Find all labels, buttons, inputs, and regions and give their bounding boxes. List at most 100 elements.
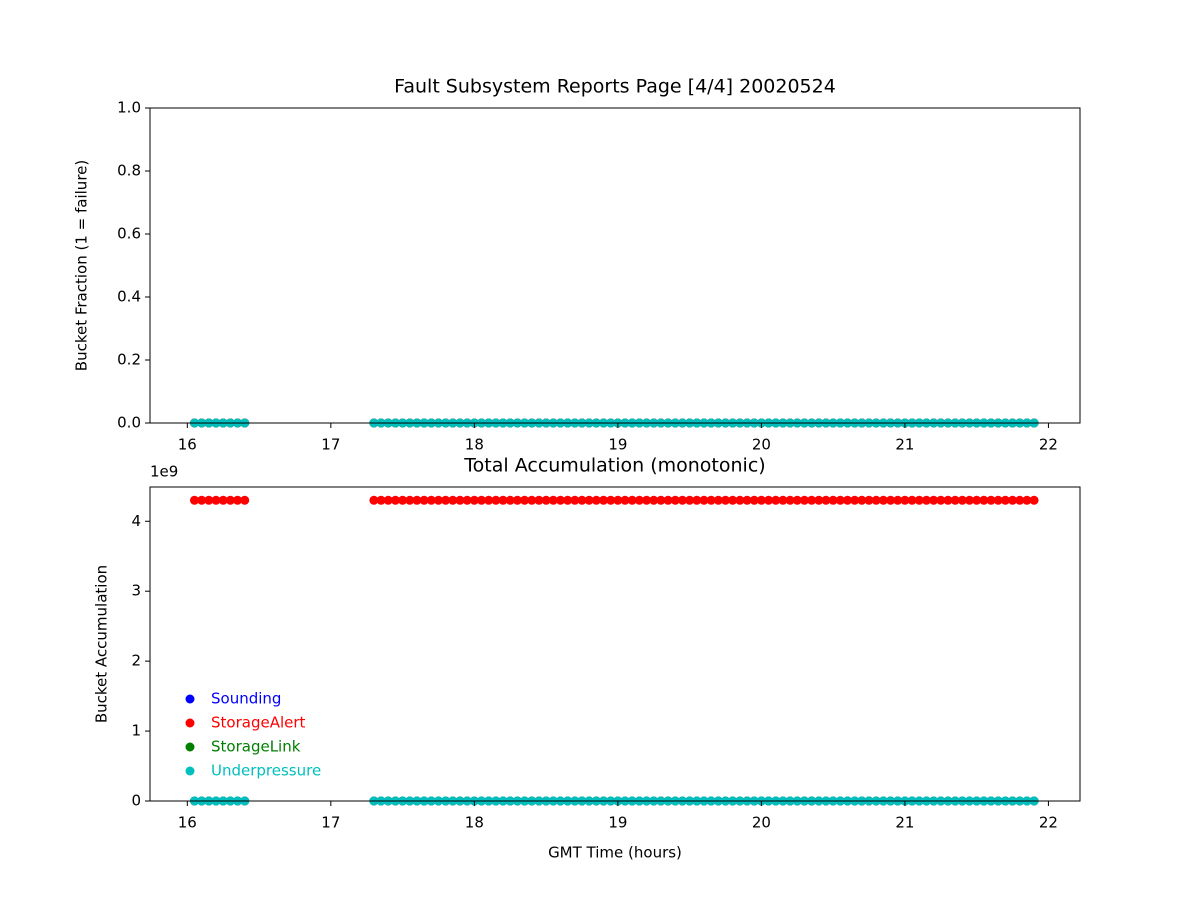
data-point	[512, 495, 522, 505]
data-point	[957, 495, 967, 505]
data-point	[921, 495, 931, 505]
y-tick-label: 1.0	[117, 99, 141, 117]
y-tick-label: 1	[131, 722, 141, 740]
x-tick-label: 19	[608, 436, 627, 454]
data-point	[484, 495, 494, 505]
data-point	[426, 495, 436, 505]
x-tick-label: 18	[465, 436, 484, 454]
data-point	[850, 495, 860, 505]
data-point	[950, 495, 960, 505]
x-tick-label: 20	[752, 814, 771, 832]
data-point	[843, 495, 852, 505]
data-point	[1022, 495, 1032, 505]
data-point	[462, 495, 472, 505]
data-point	[828, 495, 838, 505]
data-point	[204, 495, 214, 505]
x-tick-label: 21	[895, 814, 914, 832]
data-point	[563, 495, 573, 505]
data-point	[936, 495, 946, 505]
x-tick-label: 20	[752, 436, 771, 454]
x-tick-label: 19	[608, 814, 627, 832]
data-point	[218, 495, 228, 505]
data-point	[749, 495, 759, 505]
data-point	[491, 495, 501, 505]
data-point	[405, 495, 415, 505]
y-axis-label: Bucket Fraction (1 = failure)	[73, 160, 91, 371]
legend-label: StorageLink	[211, 738, 301, 756]
data-point	[534, 495, 544, 505]
data-point	[799, 495, 809, 505]
axes-frame	[149, 486, 1081, 802]
data-point	[721, 495, 731, 505]
data-point	[886, 495, 896, 505]
y-tick-label: 0	[131, 792, 141, 810]
data-point	[606, 495, 616, 505]
data-point	[649, 495, 659, 505]
data-point	[627, 495, 637, 505]
data-point	[964, 495, 974, 505]
data-point	[642, 495, 652, 505]
data-point	[979, 495, 989, 505]
data-point	[972, 495, 982, 505]
data-point	[197, 495, 207, 505]
legend-label: Underpressure	[211, 762, 321, 780]
x-tick-label: 21	[895, 436, 914, 454]
data-point	[570, 495, 580, 505]
axes-frame	[149, 107, 1081, 424]
data-point	[785, 495, 795, 505]
data-point	[728, 495, 738, 505]
data-point	[390, 495, 400, 505]
data-point	[914, 495, 924, 505]
data-point	[792, 495, 802, 505]
x-tick-label: 22	[1039, 436, 1058, 454]
data-point	[211, 495, 221, 505]
data-point	[441, 495, 451, 505]
data-point	[469, 495, 479, 505]
y-tick-label: 3	[131, 582, 141, 600]
data-point	[807, 495, 817, 505]
x-tick-label: 17	[321, 814, 340, 832]
data-point	[584, 495, 594, 505]
data-point	[663, 495, 673, 505]
x-axis-label: GMT Time (hours)	[548, 844, 682, 862]
data-point	[225, 495, 235, 505]
data-point	[943, 495, 953, 505]
x-tick-label: 16	[178, 814, 197, 832]
data-point	[713, 495, 723, 505]
data-point	[986, 495, 996, 505]
data-point	[871, 495, 881, 505]
data-point	[591, 495, 601, 505]
x-tick-label: 18	[465, 814, 484, 832]
y-tick-label: 0.8	[117, 162, 141, 180]
chart-title: Total Accumulation (monotonic)	[463, 455, 765, 477]
data-point	[599, 495, 609, 505]
data-point	[541, 495, 551, 505]
data-point	[505, 495, 515, 505]
legend-label: StorageAlert	[211, 714, 306, 732]
data-point	[1008, 495, 1018, 505]
data-point	[620, 495, 630, 505]
data-point	[398, 495, 408, 505]
data-point	[821, 495, 831, 505]
data-point	[878, 495, 888, 505]
data-point	[412, 495, 422, 505]
y-tick-label: 4	[131, 512, 141, 530]
data-point	[555, 495, 565, 505]
data-point	[835, 495, 845, 505]
data-point	[771, 495, 781, 505]
data-point	[548, 495, 558, 505]
y-tick-label: 0.4	[117, 288, 141, 306]
data-point	[577, 495, 587, 505]
data-point	[419, 495, 429, 505]
data-point	[189, 495, 199, 505]
data-point	[893, 495, 903, 505]
data-point	[900, 495, 910, 505]
data-point	[520, 495, 530, 505]
data-point	[613, 495, 623, 505]
legend-marker	[185, 694, 195, 704]
data-point	[477, 495, 487, 505]
data-point	[634, 495, 644, 505]
data-point	[814, 495, 824, 505]
data-point	[656, 495, 666, 505]
